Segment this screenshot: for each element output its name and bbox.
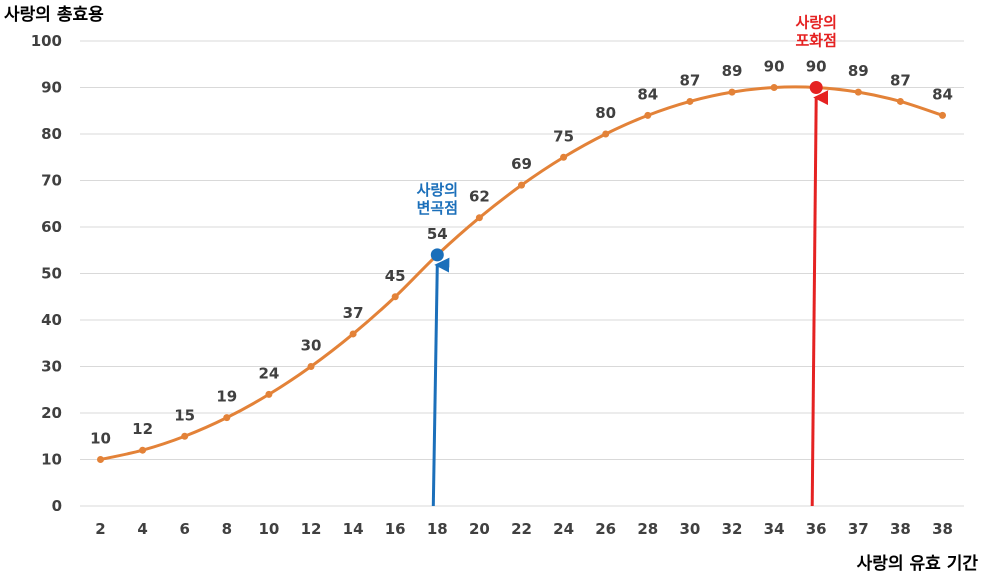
saturation-label: 포화점 [795, 32, 836, 50]
annotation-arrows [431, 90, 829, 507]
data-point [686, 97, 694, 105]
x-tick-label: 12 [301, 520, 322, 538]
data-point [602, 130, 610, 138]
y-tick-label: 0 [52, 497, 62, 515]
y-axis-ticks: 0 10 20 30 40 50 60 70 80 90 100 [31, 32, 62, 515]
data-label: 37 [343, 304, 364, 322]
x-tick-label: 30 [679, 520, 700, 538]
data-point [223, 414, 231, 422]
inflection-point [430, 248, 444, 262]
data-point [939, 111, 946, 119]
y-tick-label: 80 [41, 125, 62, 143]
x-tick-label: 18 [427, 520, 448, 538]
saturation-label: 사랑의 [795, 14, 836, 32]
x-tick-label: 32 [722, 520, 743, 538]
x-tick-label: 2 [95, 520, 105, 538]
data-point [854, 88, 862, 96]
y-tick-label: 60 [41, 218, 62, 236]
x-tick-label: 36 [806, 520, 827, 538]
data-point [391, 293, 399, 301]
x-tick-label: 14 [343, 520, 364, 538]
x-tick-label: 4 [137, 520, 147, 538]
data-label: 89 [722, 62, 743, 80]
y-tick-label: 10 [41, 451, 62, 469]
inflection-arrow [431, 257, 450, 507]
data-label: 30 [301, 337, 322, 355]
data-label: 69 [511, 155, 532, 173]
data-label: 45 [385, 267, 406, 285]
y-tick-label: 40 [41, 311, 62, 329]
x-axis-ticks: 2 4 6 8 10 12 14 16 18 20 22 24 26 28 30 32 34 36 37 38 38 [95, 520, 953, 538]
data-label: 54 [427, 225, 448, 243]
series-points [97, 81, 946, 463]
data-point [560, 153, 568, 161]
y-tick-label: 30 [41, 358, 62, 376]
inflection-label: 사랑의 [417, 181, 458, 199]
data-point [896, 97, 904, 105]
x-tick-label: 16 [385, 520, 406, 538]
inflection-label: 변곡점 [417, 199, 458, 217]
data-point [644, 111, 652, 119]
x-tick-label: 28 [637, 520, 658, 538]
y-tick-label: 100 [31, 32, 62, 50]
data-label: 84 [932, 85, 953, 103]
x-tick-label: 34 [764, 520, 785, 538]
gridlines [80, 40, 964, 507]
x-tick-label: 38 [932, 520, 953, 538]
data-point [349, 330, 357, 338]
x-tick-label: 20 [469, 520, 490, 538]
x-tick-label: 38 [890, 520, 911, 538]
data-point [97, 456, 104, 463]
data-label: 75 [553, 127, 574, 145]
data-label: 15 [174, 406, 195, 424]
saturation-arrow [810, 90, 829, 507]
data-point [770, 84, 778, 91]
x-tick-label: 26 [595, 520, 616, 538]
data-label: 80 [595, 104, 616, 122]
x-tick-label: 22 [511, 520, 532, 538]
y-tick-label: 90 [41, 79, 62, 97]
data-label: 10 [90, 430, 111, 448]
data-label: 24 [258, 364, 279, 382]
data-labels: 10 12 15 19 24 30 37 45 54 62 69 75 80 84 87 89 90 90 89 87… [90, 58, 953, 448]
data-point [181, 432, 189, 440]
y-tick-label: 70 [41, 172, 62, 190]
x-axis-title: 사랑의 유효 기간 [857, 554, 979, 574]
data-point [728, 88, 736, 96]
y-tick-label: 50 [41, 265, 62, 283]
data-label: 84 [637, 85, 658, 103]
y-axis-title: 사랑의 총효용 [4, 5, 104, 25]
data-label: 90 [806, 58, 827, 76]
data-label: 89 [848, 62, 869, 80]
data-point [518, 181, 525, 189]
data-label: 12 [132, 420, 153, 438]
data-point [307, 363, 315, 370]
data-label: 90 [764, 58, 785, 76]
y-tick-label: 20 [41, 404, 62, 422]
x-tick-label: 6 [179, 520, 189, 538]
x-tick-label: 24 [553, 520, 574, 538]
data-label: 87 [890, 71, 911, 89]
saturation-point [809, 81, 823, 94]
data-point [475, 214, 483, 222]
data-point [139, 446, 147, 454]
data-label: 62 [469, 188, 490, 206]
x-tick-label: 8 [222, 520, 232, 538]
data-point [265, 390, 273, 398]
data-label: 87 [679, 71, 700, 89]
x-tick-label: 10 [258, 520, 279, 538]
data-label: 19 [216, 388, 237, 406]
x-tick-label: 37 [848, 520, 869, 538]
